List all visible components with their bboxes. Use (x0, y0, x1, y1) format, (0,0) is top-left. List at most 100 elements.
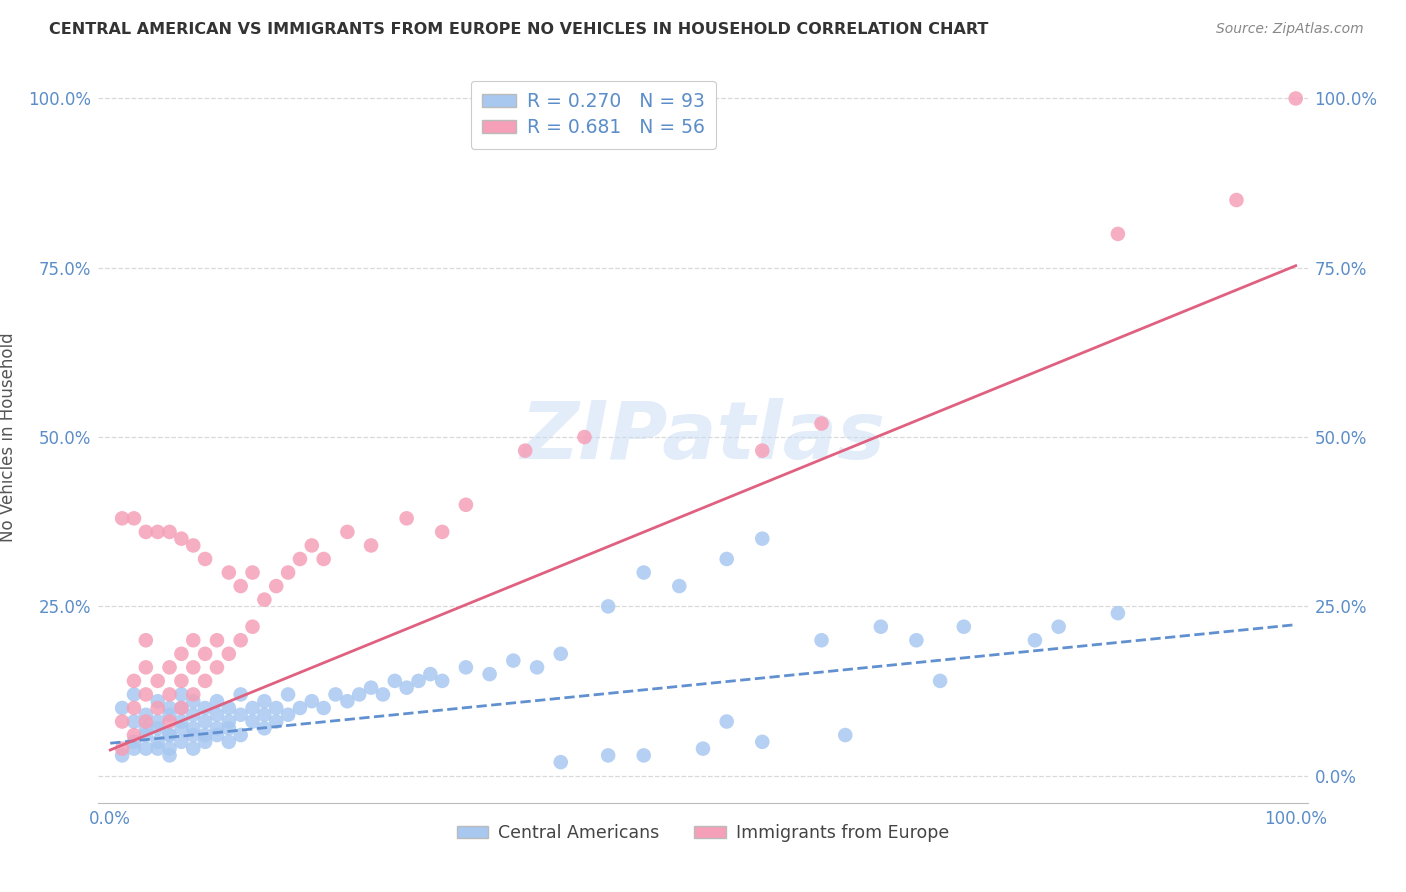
Point (432, 524, 454, 539)
Point (550, 755, 572, 769)
Point (170, 735, 193, 749)
Point (159, 728, 181, 742)
Point (205, 633, 228, 648)
Text: CENTRAL AMERICAN VS IMMIGRANTS FROM EUROPE NO VEHICLES IN HOUSEHOLD CORRELATION : CENTRAL AMERICAN VS IMMIGRANTS FROM EURO… (49, 22, 988, 37)
Point (181, 688, 204, 702)
Point (526, 660, 548, 674)
Point (834, 728, 856, 742)
Point (146, 694, 169, 708)
Point (633, 566, 655, 580)
Point (253, 721, 276, 735)
Point (633, 748, 655, 763)
Point (111, 714, 134, 729)
Point (432, 673, 454, 688)
Point (146, 735, 169, 749)
Point (181, 741, 204, 756)
Point (135, 707, 157, 722)
Point (360, 538, 382, 552)
Point (1107, 227, 1129, 241)
Point (229, 728, 252, 742)
Legend: Central Americans, Immigrants from Europe: Central Americans, Immigrants from Europ… (450, 817, 956, 849)
Point (751, 735, 773, 749)
Point (205, 660, 228, 674)
Point (159, 660, 181, 674)
Point (122, 735, 145, 749)
Point (598, 599, 620, 614)
Point (515, 443, 537, 458)
Point (146, 524, 169, 539)
Point (598, 748, 620, 763)
Point (371, 688, 394, 702)
Point (159, 748, 181, 763)
Point (159, 728, 181, 742)
Point (395, 681, 418, 695)
Point (668, 579, 690, 593)
Point (194, 701, 217, 715)
Point (170, 721, 193, 735)
Text: ZIPatlas: ZIPatlas (520, 398, 886, 476)
Point (194, 552, 217, 566)
Point (288, 701, 311, 715)
Point (347, 688, 370, 702)
Point (869, 620, 891, 634)
Point (159, 688, 181, 702)
Point (122, 688, 145, 702)
Point (170, 701, 193, 715)
Point (253, 694, 276, 708)
Point (264, 714, 287, 729)
Point (218, 566, 240, 580)
Point (502, 654, 524, 668)
Point (312, 552, 335, 566)
Point (301, 694, 323, 708)
Point (952, 620, 974, 634)
Point (135, 688, 157, 702)
Point (264, 579, 287, 593)
Point (135, 714, 157, 729)
Point (288, 552, 311, 566)
Point (181, 694, 204, 708)
Point (751, 443, 773, 458)
Point (194, 647, 217, 661)
Point (111, 748, 134, 763)
Point (111, 701, 134, 715)
Point (336, 524, 359, 539)
Point (253, 707, 276, 722)
Point (135, 721, 157, 735)
Point (264, 701, 287, 715)
Point (135, 728, 157, 742)
Point (159, 524, 181, 539)
Point (122, 728, 145, 742)
Text: Source: ZipAtlas.com: Source: ZipAtlas.com (1216, 22, 1364, 37)
Point (692, 741, 714, 756)
Point (384, 673, 406, 688)
Point (277, 566, 299, 580)
Point (205, 721, 228, 735)
Point (360, 681, 382, 695)
Point (905, 633, 928, 648)
Point (478, 667, 501, 681)
Point (242, 620, 264, 634)
Point (146, 714, 169, 729)
Point (111, 511, 134, 525)
Point (205, 694, 228, 708)
Point (181, 660, 204, 674)
Point (194, 673, 217, 688)
Point (159, 714, 181, 729)
Point (170, 701, 193, 715)
Point (181, 728, 204, 742)
Point (229, 579, 252, 593)
Point (574, 430, 596, 444)
Point (229, 707, 252, 722)
Point (135, 633, 157, 648)
Point (146, 701, 169, 715)
Point (122, 701, 145, 715)
Point (181, 721, 204, 735)
Point (253, 592, 276, 607)
Point (550, 647, 572, 661)
Point (336, 694, 359, 708)
Y-axis label: No Vehicles in Household: No Vehicles in Household (0, 332, 17, 542)
Point (242, 714, 264, 729)
Point (242, 566, 264, 580)
Point (194, 735, 217, 749)
Point (181, 633, 204, 648)
